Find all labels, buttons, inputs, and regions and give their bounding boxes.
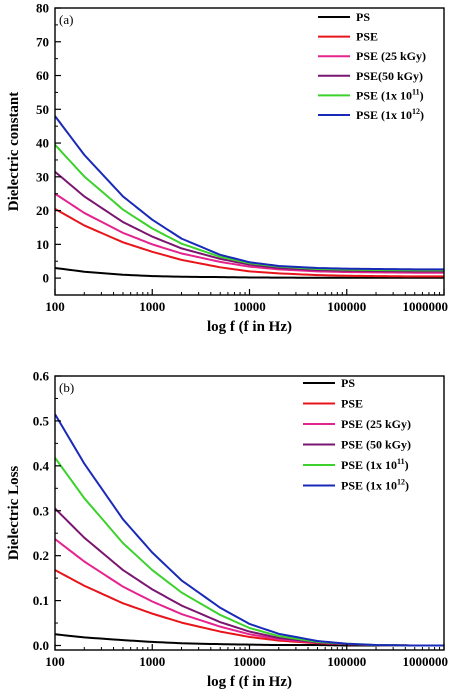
x-tick-label: 10000	[233, 654, 266, 669]
legend-entry: PSE	[356, 30, 378, 44]
y-tick-label: 0.2	[33, 548, 49, 563]
series-line-1	[55, 208, 444, 278]
legend-entry: PSE (1x 1011)	[341, 457, 409, 472]
legend: PS PSE PSE (25 kGy) PSE(50 kGy) PSE (1x 1011…	[318, 10, 426, 122]
legend-entry: PSE (50 kGy)	[341, 438, 411, 452]
y-tick-label: 0.5	[33, 413, 50, 428]
x-tick-label: 100000	[327, 654, 366, 669]
y-tick-label: 0.0	[33, 638, 49, 653]
y-axis-title: Dielectric constant	[6, 92, 22, 212]
x-tick-label: 1000	[139, 299, 165, 314]
panel-label: (a)	[59, 12, 73, 27]
legend-entry: PSE (1x 1012)	[341, 478, 409, 493]
series-line-2	[55, 192, 444, 274]
series-line-4	[55, 144, 444, 272]
y-tick-label: 60	[36, 68, 49, 83]
legend-entry: PSE (25 kGy)	[356, 49, 426, 63]
y-tick-label: 0.3	[33, 503, 50, 518]
legend-entry: PSE	[341, 397, 363, 411]
x-tick-label: 10000	[233, 299, 266, 314]
panel-label: (b)	[59, 380, 74, 395]
x-tick-label: 1000	[139, 654, 165, 669]
y-tick-label: 50	[36, 102, 49, 117]
y-tick-label: 0	[43, 271, 50, 286]
y-tick-label: 20	[36, 203, 49, 218]
legend-entry: PSE(50 kGy)	[356, 69, 423, 83]
y-tick-label: 40	[36, 136, 49, 151]
series-line-3	[55, 170, 444, 273]
y-tick-label: 30	[36, 169, 49, 184]
y-tick-label: 0.1	[33, 593, 49, 608]
chart-panel-a: 100 1000 10000 100000 1000000 0 10 20 30 40 50 60 70…	[6, 1, 448, 336]
x-tick-label: 100000	[327, 299, 366, 314]
x-axis-title: log f (f in Hz)	[207, 319, 292, 335]
legend-entry: PS	[356, 10, 370, 24]
legend: PS PSE PSE (25 kGy) PSE (50 kGy) PSE (1x 101…	[303, 376, 411, 493]
x-tick-label: 100	[45, 654, 65, 669]
series-line-0	[55, 266, 444, 279]
y-axis-title: Dielectric Loss	[6, 466, 22, 561]
y-tick-label: 0.6	[33, 369, 50, 384]
series-line-5	[55, 413, 444, 647]
series-line-5	[55, 115, 444, 271]
legend-entry: PS	[341, 376, 355, 390]
legend-entry: PSE (1x 1011)	[356, 87, 424, 102]
y-tick-label: 70	[36, 34, 49, 49]
y-tick-label: 80	[36, 1, 49, 16]
x-tick-label: 1000000	[403, 654, 449, 669]
chart-panel-b: 100 1000 10000 100000 1000000 0.0 0.1 0.2 0.3 0.4…	[6, 369, 448, 691]
y-tick-label: 10	[36, 237, 49, 252]
legend-entry: PSE (1x 1012)	[356, 107, 424, 122]
y-tick-label: 0.4	[33, 458, 50, 473]
x-axis-title: log f (f in Hz)	[207, 674, 292, 690]
x-tick-label: 100	[45, 299, 65, 314]
legend-entry: PSE (25 kGy)	[341, 417, 411, 431]
x-tick-label: 1000000	[403, 299, 449, 314]
